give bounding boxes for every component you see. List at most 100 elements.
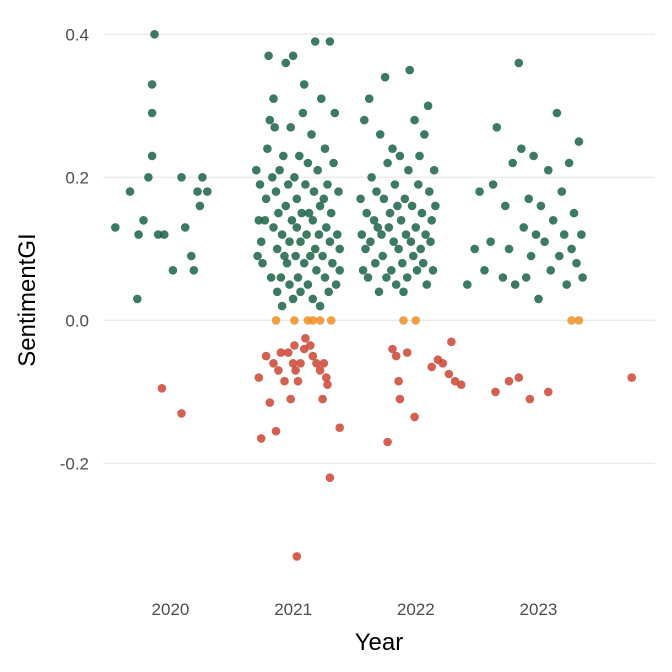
data-point: [358, 266, 368, 275]
data-point: [308, 216, 318, 225]
data-point: [133, 294, 142, 304]
data-point: [308, 294, 318, 304]
data-point: [519, 223, 528, 232]
data-point: [544, 165, 553, 175]
data-point: [395, 394, 405, 404]
data-point: [254, 373, 264, 382]
data-point: [288, 294, 298, 304]
data-point: [301, 334, 310, 343]
data-point: [319, 359, 329, 368]
data-point: [283, 180, 293, 189]
data-point: [369, 216, 379, 225]
data-point: [320, 273, 330, 282]
data-point: [271, 426, 281, 436]
data-point: [412, 266, 422, 275]
data-point: [150, 30, 159, 39]
data-point: [409, 251, 418, 261]
data-point: [134, 230, 143, 239]
data-point: [552, 108, 562, 118]
data-point: [296, 359, 305, 368]
data-point: [411, 223, 421, 232]
data-point: [383, 158, 392, 168]
data-point: [393, 201, 402, 211]
data-point: [398, 258, 407, 268]
data-point: [447, 337, 456, 347]
data-point: [574, 137, 584, 146]
data-point: [315, 366, 325, 375]
data-point: [160, 230, 169, 239]
data-point: [310, 37, 320, 46]
data-point: [291, 366, 300, 375]
data-point: [410, 412, 419, 422]
data-point: [293, 273, 303, 282]
data-point: [168, 266, 178, 275]
data-point: [399, 287, 408, 297]
data-point: [324, 287, 334, 297]
data-point: [312, 359, 321, 368]
x-tick-label: 2020: [152, 600, 190, 619]
data-point: [331, 280, 341, 289]
data-point: [577, 230, 586, 239]
data-point: [281, 58, 291, 68]
data-point: [306, 251, 315, 261]
data-point: [282, 258, 292, 268]
data-point: [360, 115, 369, 125]
x-axis-ticks: 2020 2021 2022 2023: [152, 600, 558, 619]
data-point: [486, 237, 495, 246]
data-point: [544, 387, 553, 397]
data-point: [261, 194, 271, 204]
data-point: [276, 348, 286, 357]
data-point: [258, 258, 267, 268]
data-point: [498, 273, 508, 282]
data-point: [427, 216, 437, 225]
data-point: [275, 165, 284, 175]
data-point: [306, 341, 315, 350]
data-point: [521, 273, 531, 282]
data-point: [195, 201, 205, 211]
data-point: [280, 376, 289, 386]
data-point: [399, 316, 408, 325]
data-point: [325, 237, 335, 246]
data-point: [407, 201, 417, 211]
data-point: [423, 101, 433, 111]
data-point: [189, 266, 199, 275]
data-point: [391, 280, 401, 289]
data-point: [374, 287, 384, 297]
data-point: [177, 409, 186, 418]
data-point: [264, 51, 273, 61]
data-point: [379, 194, 389, 204]
data-point: [427, 362, 437, 372]
data-point: [260, 216, 270, 225]
data-point: [362, 208, 372, 218]
data-point: [295, 151, 304, 161]
data-point: [382, 273, 391, 282]
data-point: [318, 251, 327, 261]
data-point: [559, 230, 569, 239]
data-point: [377, 230, 386, 239]
data-point: [329, 158, 338, 168]
data-point: [400, 194, 410, 204]
data-point: [325, 473, 335, 483]
x-axis-title: Year: [355, 629, 404, 656]
data-point: [320, 144, 330, 153]
data-point: [322, 373, 331, 382]
data-point: [531, 230, 541, 239]
data-point: [371, 258, 380, 268]
data-point: [272, 287, 282, 297]
data-point: [492, 123, 502, 132]
data-point: [326, 208, 336, 218]
data-point: [388, 344, 397, 354]
data-point: [315, 201, 325, 211]
data-point: [431, 201, 440, 211]
data-point: [525, 394, 535, 404]
data-point: [395, 151, 405, 161]
data-point: [389, 237, 399, 246]
data-point: [290, 173, 299, 182]
y-tick-label: 0.2: [65, 168, 89, 187]
data-point: [415, 151, 424, 161]
data-point: [287, 216, 297, 225]
data-point: [333, 230, 342, 239]
y-axis-ticks: -0.2 0.0 0.2 0.4: [60, 25, 89, 473]
data-point: [335, 423, 345, 433]
data-point: [285, 280, 294, 289]
